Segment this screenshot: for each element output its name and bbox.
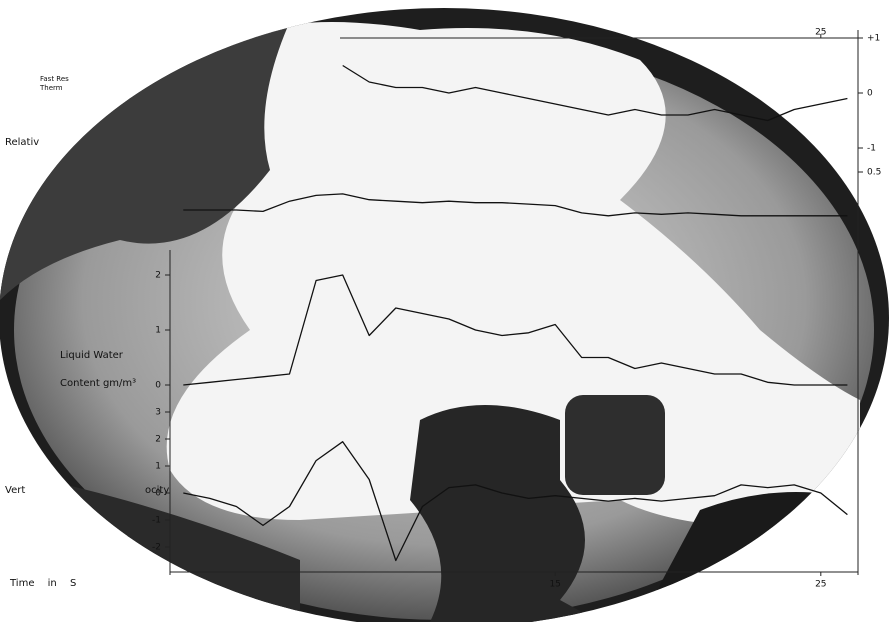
- y-tick-label: 2: [155, 271, 161, 281]
- trace: [183, 274, 848, 386]
- y-tick-label: -1: [867, 144, 876, 154]
- y-axis-label: Relativ: [5, 137, 39, 148]
- trace: [342, 64, 848, 122]
- y-axis-label: Fast Res: [40, 75, 69, 83]
- y-tick-label: 0: [155, 381, 161, 391]
- x-tick-label: 25: [815, 580, 826, 590]
- y-axis-label: Content gm/m³: [60, 378, 136, 389]
- y-tick-label: 0.5: [867, 168, 881, 178]
- trace: [183, 441, 848, 562]
- y-tick-label: -2: [152, 543, 161, 553]
- y-tick-label: 1: [155, 326, 161, 336]
- y-axis-label: Liquid Water: [60, 350, 124, 361]
- y-tick-label: -1: [152, 516, 161, 526]
- y-axis-label: Therm: [39, 84, 63, 92]
- y-tick-label: 0: [155, 489, 161, 499]
- y-axis-label: ocity: [145, 485, 169, 496]
- y-tick-label: 3: [155, 408, 161, 418]
- x-axis-label: Time in S: [9, 578, 76, 589]
- trace: [183, 193, 848, 217]
- y-tick-label: 1: [155, 462, 161, 472]
- x-tick-label: 25: [815, 28, 826, 38]
- x-tick-label: 15: [549, 580, 560, 590]
- y-tick-label: 0: [867, 89, 873, 99]
- y-axis-label: Vert: [5, 485, 25, 496]
- y-tick-label: +1: [867, 34, 880, 44]
- y-tick-label: 2: [155, 435, 161, 445]
